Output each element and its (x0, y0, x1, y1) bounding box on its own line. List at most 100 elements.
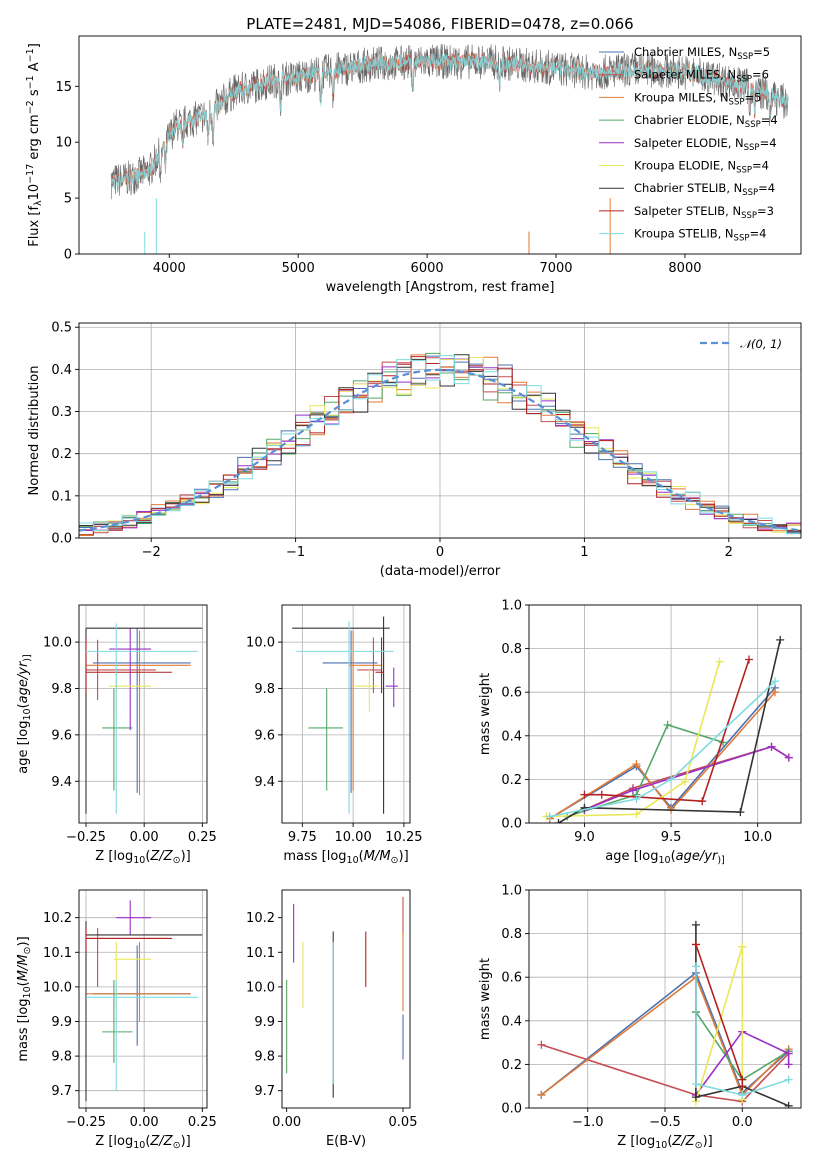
weight-marker (680, 777, 689, 786)
frame: 0.00 0.05 9.7 9.8 9.9 10.0 10.1 10.2 E(B-V) (246, 889, 417, 1149)
legend-entry: Kroupa ELODIE, NSSP=4 (634, 159, 769, 176)
weight-marker (715, 657, 724, 666)
legend-model-name: Chabrier STELIB, N (634, 181, 742, 195)
x-axis-label-part: 10 (655, 1140, 667, 1151)
x-axis-label-part: ( (671, 849, 676, 864)
weight-line (695, 1030, 790, 1096)
weight-line (558, 639, 781, 823)
axes-weight-vs-Z (529, 889, 801, 1109)
legend-entry: Kroupa MILES, NSSP=5 (634, 90, 761, 107)
y-axis-label-part: 10 (22, 986, 33, 998)
y-tick-label: 0.2 (501, 773, 522, 788)
weight-marker (771, 677, 780, 686)
x-tick-label: 9.0 (574, 830, 595, 845)
y-axis-label: mass weight (478, 958, 493, 1040)
frame: 4000 5000 6000 7000 8000 0 5 10 15 wavelength [An… (25, 35, 802, 295)
x-axis-label: Z [log10(Z/Z⊙)] (95, 1134, 190, 1151)
weight-marker (738, 942, 747, 951)
y-tick-label: 0.2 (51, 447, 72, 462)
plot-area-weight-vs-Z (537, 920, 793, 1108)
x-tick-label: 5000 (282, 261, 315, 276)
x-tick-label: −0.25 (66, 1115, 106, 1130)
legend-nssp: =4 (760, 136, 777, 150)
y-tick-label: 9.7 (254, 1084, 275, 1099)
weight-marker (537, 1090, 546, 1099)
weight-marker (784, 1075, 793, 1084)
y-tick-label: 0.3 (51, 405, 72, 420)
y-axis-label: mass [log10(M/M⊙)] (16, 936, 33, 1061)
x-tick-label: 10.00 (335, 830, 372, 845)
y-tick-label: 9.8 (51, 682, 72, 697)
residual-histogram (79, 357, 801, 536)
y-tick-label: 9.6 (254, 728, 275, 743)
weight-line (549, 691, 776, 820)
y-axis-label-part: ] (27, 43, 42, 48)
plot-area-weight-vs-age (542, 635, 793, 823)
plot-area-mass-vs-Z (85, 900, 203, 1102)
weight-marker (784, 1101, 793, 1108)
y-axis-label-part: λ (33, 200, 44, 206)
weight-line (540, 975, 790, 1097)
y-tick-label: 0.0 (51, 532, 72, 547)
x-axis-label-part: ( (145, 849, 150, 864)
weight-marker (691, 1093, 700, 1102)
legend-subscript: SSP (745, 120, 761, 130)
x-tick-label: −0.5 (649, 1115, 681, 1130)
x-axis-label-part: )] (717, 855, 724, 866)
y-tick-label: 10.0 (246, 636, 275, 651)
legend-subscript: SSP (741, 211, 757, 221)
weight-marker (698, 797, 707, 806)
plot-area-mass-vs-ebv (286, 896, 404, 1098)
weight-line (566, 723, 724, 818)
axes-frame (78, 35, 802, 255)
weight-line (584, 745, 790, 811)
y-axis-label-part: ⊙ (22, 947, 33, 955)
y-tick-label: 10.2 (43, 911, 72, 926)
legend-subscript: SSP (729, 97, 745, 107)
y-tick-label: 10.1 (246, 946, 275, 961)
x-axis-label-part: ⊙ (391, 855, 399, 866)
y-tick-label: 0.5 (51, 321, 72, 336)
plot-area-spectrum (110, 43, 789, 254)
y-tick-label: 9.8 (254, 682, 275, 697)
weight-marker (663, 720, 672, 729)
residual-histogram (79, 355, 801, 535)
y-axis-label-part: )] (16, 936, 31, 946)
y-axis-label-part: A (27, 62, 42, 75)
x-axis-label-part: M/M (364, 849, 391, 864)
legend-entry: Kroupa STELIB, NSSP=4 (634, 227, 766, 244)
frame: −0.25 0.00 0.25 9.7 9.8 9.9 10.0 10.1 10.2 Z [log… (16, 889, 217, 1151)
frame: −2 −1 0 1 2 0.0 0.1 0.2 0.3 0.4 0.5 (data-model)/er… (27, 321, 802, 579)
x-tick-label: 0.00 (130, 830, 159, 845)
x-tick-label: 0 (436, 545, 444, 560)
axes-mass-vs-ebv (286, 896, 404, 1098)
legend-subscript: SSP (734, 234, 750, 244)
x-tick-label: 1 (580, 545, 588, 560)
x-axis-label-part: ⊙ (173, 1140, 181, 1151)
x-axis-label-part: ( (145, 1134, 150, 1149)
x-tick-label: 4000 (153, 261, 186, 276)
weight-marker (738, 1090, 747, 1099)
weight-marker (784, 753, 793, 762)
y-axis-label-part: 10 (22, 708, 33, 720)
y-tick-label: 0.0 (501, 1102, 522, 1117)
weight-marker (784, 1049, 793, 1058)
x-axis-label-part: )] (181, 1134, 191, 1149)
x-axis-label: Z [log10(Z/Z⊙)] (95, 849, 190, 866)
x-axis-label: mass [log10(M/M⊙)] (283, 849, 408, 866)
legend-subscript: SSP (736, 166, 752, 176)
weight-line (695, 944, 744, 1087)
x-tick-label: 0.00 (272, 1115, 301, 1130)
weight-marker (632, 795, 641, 804)
legend-model-name: Kroupa ELODIE, N (634, 159, 736, 173)
weight-marker (745, 655, 754, 664)
y-tick-label: 10.0 (43, 980, 72, 995)
x-axis-label-part: 10 (659, 855, 671, 866)
x-axis-label: Z [log10(Z/Z⊙)] (617, 1134, 712, 1151)
axes-spectrum (110, 43, 789, 254)
y-axis-label-part: )] (22, 654, 33, 661)
weight-marker (771, 688, 780, 697)
x-tick-label: 0.00 (130, 1115, 159, 1130)
y-tick-label: 1.0 (501, 884, 522, 899)
